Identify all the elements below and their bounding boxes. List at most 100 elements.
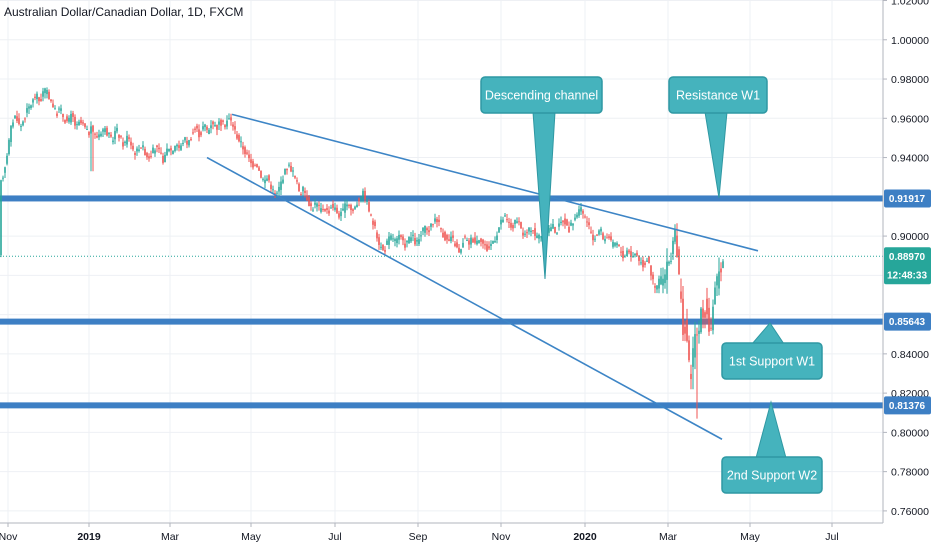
candle-body — [654, 286, 656, 288]
candle-body — [76, 124, 78, 126]
candle-body — [368, 202, 370, 212]
support-resistance-levels — [0, 195, 883, 409]
candle-body — [4, 167, 6, 173]
candle-body — [86, 129, 88, 131]
candle-body — [534, 228, 536, 236]
candle-body — [22, 121, 24, 126]
candle-body — [188, 140, 190, 146]
current-price-label: 0.88970 — [889, 252, 926, 263]
candle-body — [516, 221, 518, 223]
candle-body — [156, 145, 158, 147]
candle-body — [242, 146, 244, 150]
candle-body — [420, 235, 422, 237]
candle-body — [690, 373, 692, 380]
candle-body — [472, 238, 474, 243]
candle-body — [200, 132, 202, 136]
candle-body — [186, 140, 188, 145]
candle-body — [432, 224, 434, 226]
time-tick-label: Jul — [825, 531, 838, 543]
candle-body — [552, 224, 554, 229]
candle-body — [274, 193, 276, 195]
candle-body — [284, 168, 286, 175]
candle-body — [282, 179, 284, 183]
candle-body — [0, 180, 2, 255]
candle-body — [576, 214, 578, 218]
time-tick-label: May — [740, 531, 761, 543]
candle-body — [556, 232, 558, 234]
time-axis-panel[interactable] — [0, 523, 883, 550]
candle-body — [430, 223, 432, 227]
callout-resistance-w1: Resistance W1 — [668, 76, 768, 199]
candle-body — [624, 256, 626, 258]
candle-body — [262, 178, 264, 180]
candle-body — [96, 136, 98, 138]
candle-body — [172, 150, 174, 154]
candle-body — [78, 121, 80, 126]
time-tick-label: Sep — [409, 531, 428, 543]
candle-body — [354, 206, 356, 209]
candle-body — [32, 99, 34, 103]
candle-body — [558, 223, 560, 227]
candle-body — [390, 235, 392, 240]
candle-body — [220, 119, 222, 126]
price-tick-label: 0.90000 — [891, 231, 929, 243]
callout-box — [721, 342, 823, 380]
candle-body — [248, 154, 250, 159]
candle-body — [106, 127, 108, 136]
callout-label: Descending channel — [485, 89, 598, 103]
candle-body — [622, 250, 624, 259]
candle-body — [464, 236, 466, 238]
candle-body — [482, 239, 484, 244]
chart-title: Australian Dollar/Canadian Dollar, 1D, F… — [4, 5, 243, 19]
candle-body — [346, 204, 348, 207]
candle-body — [142, 145, 144, 148]
candle-body — [66, 116, 68, 121]
candle-body — [256, 164, 258, 168]
candle-body — [54, 108, 56, 110]
candle-body — [164, 154, 166, 163]
candle-body — [398, 234, 400, 240]
candle-body — [388, 236, 390, 245]
candle-body — [182, 142, 184, 144]
candle-body — [12, 122, 14, 127]
candle-body — [34, 96, 36, 99]
candle-body — [510, 222, 512, 228]
candle-body — [56, 113, 58, 116]
candle-body — [392, 238, 394, 240]
candle-body — [678, 249, 680, 275]
candle-body — [194, 128, 196, 130]
candle-body — [548, 228, 550, 233]
candle-body — [614, 242, 616, 246]
candle-body — [484, 244, 486, 246]
candle-body — [328, 210, 330, 214]
descending-channel-lines — [206, 113, 759, 440]
callout-descending-channel: Descending channel — [480, 76, 603, 280]
candle-body — [712, 306, 714, 331]
candle-body — [692, 348, 694, 367]
candle-body — [48, 91, 50, 100]
candle-body — [30, 105, 32, 108]
candle-body — [90, 126, 92, 134]
candle-body — [258, 167, 260, 171]
candle-body — [146, 152, 148, 158]
candle-body — [358, 198, 360, 202]
time-axis-ticks: Nov 2019 Mar May Jul Sep Nov 2020 Mar May Jul — [0, 523, 839, 543]
candle-body — [642, 259, 644, 268]
candle-body — [266, 178, 268, 181]
candle-body — [16, 116, 18, 121]
candle-body — [320, 208, 322, 212]
candle-body — [180, 145, 182, 150]
candle-body — [568, 226, 570, 233]
candle-body — [298, 183, 300, 192]
candle-body — [426, 228, 428, 231]
candle-body — [322, 208, 324, 210]
candle-body — [418, 239, 420, 244]
candle-body — [440, 228, 442, 230]
candle-body — [518, 221, 520, 223]
candle-body — [450, 236, 452, 242]
candle-body — [506, 219, 508, 221]
candle-body — [226, 120, 228, 127]
candle-body — [290, 165, 292, 172]
price-tick-label: 0.84000 — [891, 349, 929, 361]
